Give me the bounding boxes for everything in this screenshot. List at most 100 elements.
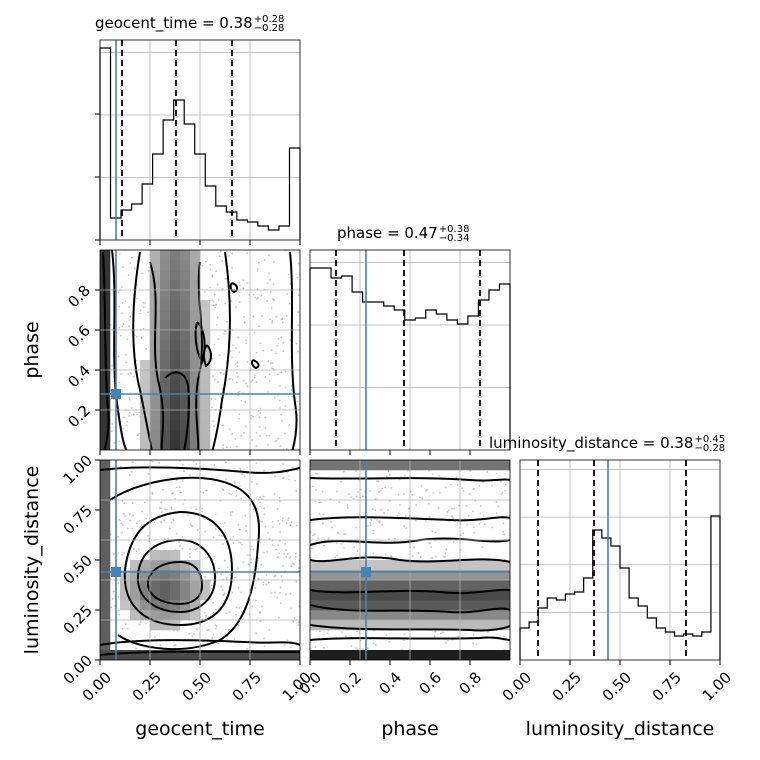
sample-point — [282, 477, 285, 480]
sample-point — [202, 492, 205, 494]
density-cell — [410, 620, 421, 631]
density-cell — [470, 580, 481, 591]
density-cell — [180, 260, 191, 271]
density-cell — [400, 590, 411, 601]
density-cell — [170, 410, 181, 421]
sample-point — [340, 543, 343, 545]
density-cell — [150, 570, 161, 581]
density-cell — [490, 650, 501, 660]
histogram-step — [99, 47, 301, 240]
sample-point — [249, 367, 252, 370]
sample-point — [240, 497, 242, 500]
sample-point — [209, 286, 211, 289]
contour-line — [310, 556, 510, 563]
sample-point — [312, 534, 315, 537]
sample-point — [212, 375, 214, 377]
sample-point — [328, 536, 330, 539]
density-cell — [450, 590, 461, 601]
sample-point — [137, 548, 140, 551]
sample-point — [127, 373, 130, 375]
sample-point — [117, 595, 120, 598]
sample-point — [284, 432, 286, 435]
sample-point — [290, 388, 293, 391]
sample-point — [131, 461, 134, 464]
sample-point — [244, 400, 247, 403]
sample-point — [388, 473, 391, 476]
truth-marker — [111, 389, 121, 399]
density-cell — [470, 460, 481, 471]
density-cell — [150, 370, 161, 381]
density-cell — [180, 300, 191, 311]
density-cell — [340, 650, 351, 660]
density-cell — [400, 460, 411, 471]
density-cell — [100, 600, 111, 611]
sample-point — [154, 636, 156, 639]
sample-point — [419, 556, 422, 558]
sample-point — [135, 550, 138, 553]
sample-point — [279, 586, 282, 589]
density-cell — [200, 440, 211, 450]
sample-point — [461, 487, 464, 490]
sample-point — [225, 577, 228, 579]
density-cell — [450, 580, 461, 591]
density-cell — [140, 440, 151, 450]
sample-point — [297, 350, 299, 353]
sample-point — [384, 553, 387, 556]
sample-point — [414, 519, 417, 522]
sample-point — [466, 524, 469, 527]
sample-point — [118, 440, 121, 443]
sample-point — [444, 641, 447, 644]
sample-point — [239, 284, 242, 287]
sample-point — [196, 529, 199, 531]
sample-point — [221, 424, 224, 427]
sample-point — [376, 519, 378, 521]
sample-point — [224, 277, 227, 280]
density-cell — [170, 340, 181, 351]
sample-point — [240, 591, 242, 594]
title-phase-median: 0.47 — [404, 224, 438, 242]
title-geocent-time-minus: −0.28 — [253, 22, 285, 34]
density-cell — [180, 650, 191, 660]
density-cell — [450, 610, 461, 621]
sample-point — [353, 546, 356, 549]
sample-point — [254, 296, 257, 299]
density-cell — [160, 380, 171, 391]
density-cell — [190, 570, 201, 581]
sample-point — [266, 282, 269, 285]
density-cell — [310, 570, 321, 581]
density-cell — [160, 290, 171, 301]
density-cell — [440, 560, 451, 571]
sample-point — [380, 508, 382, 511]
density-cell — [190, 610, 201, 621]
density-cell — [190, 440, 201, 450]
sample-point — [311, 485, 314, 488]
density-cell — [330, 650, 341, 660]
density-cell — [160, 270, 171, 281]
sample-point — [250, 414, 253, 417]
density-cell — [200, 300, 211, 311]
sample-point — [356, 630, 358, 632]
sample-point — [259, 620, 262, 623]
sample-point — [224, 330, 227, 333]
sample-point — [234, 576, 236, 579]
density-cell — [100, 250, 111, 261]
density-cell — [320, 610, 331, 621]
sample-point — [264, 525, 267, 528]
sample-point — [343, 533, 345, 536]
density-cell — [310, 650, 321, 660]
sample-point — [479, 512, 482, 515]
sample-point — [428, 542, 430, 545]
sample-point — [280, 371, 283, 374]
sample-point — [257, 557, 260, 560]
sample-point — [314, 500, 317, 503]
density-cell — [130, 650, 141, 660]
sample-point — [214, 528, 217, 531]
sample-point — [279, 602, 282, 605]
contour-line — [310, 588, 510, 595]
density-cell — [170, 420, 181, 431]
y-axis-label-luminosity-distance: luminosity_distance — [21, 466, 43, 655]
sample-point — [117, 582, 120, 585]
sample-point — [242, 432, 245, 434]
sample-point — [233, 481, 236, 484]
density-cell — [480, 620, 491, 631]
